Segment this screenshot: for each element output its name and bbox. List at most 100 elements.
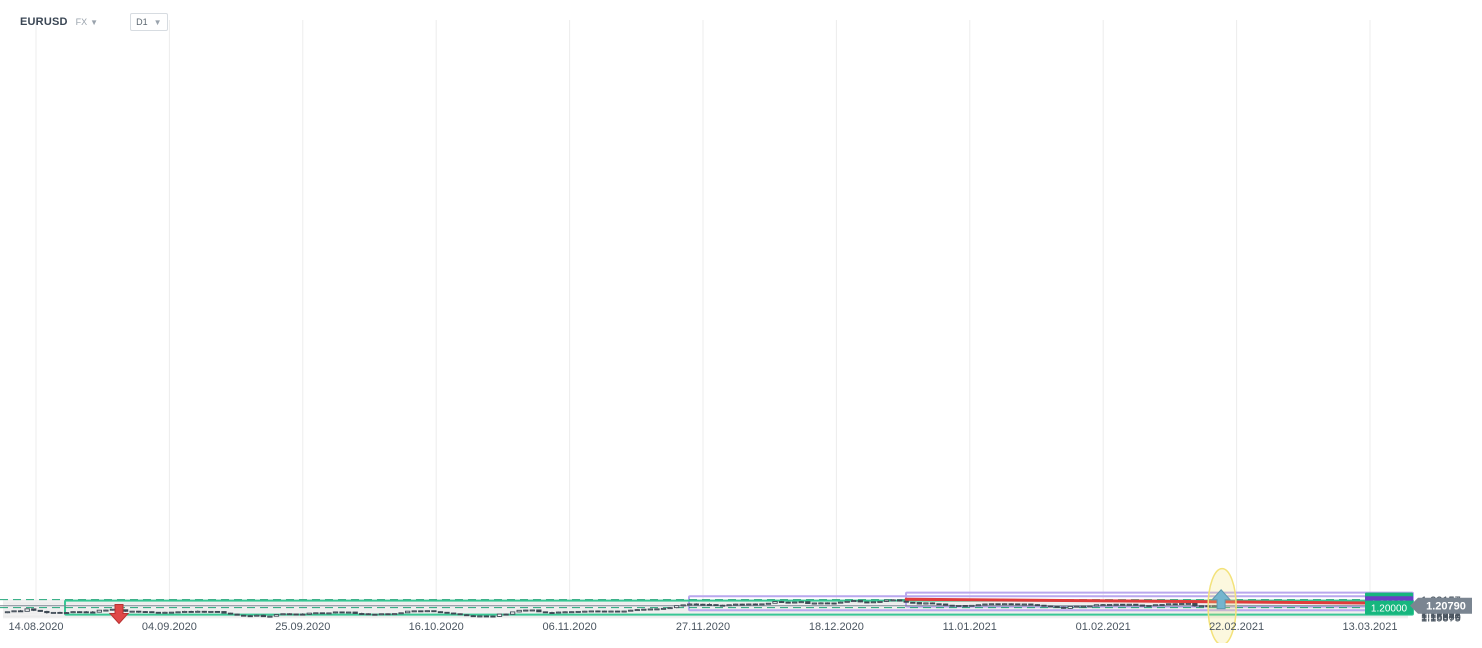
candle-body (496, 613, 503, 617)
candle-body (837, 601, 844, 604)
candle-body (555, 611, 562, 614)
candle-body (1061, 606, 1067, 609)
candle-body (365, 613, 371, 616)
candle-body (1074, 605, 1080, 608)
candle-body (949, 604, 955, 607)
candle-body (693, 603, 699, 606)
candle-body (824, 602, 831, 605)
candle-body (975, 604, 982, 607)
candle-body (719, 604, 726, 607)
candle-body (293, 613, 299, 616)
candle-body (195, 610, 201, 613)
candle-body (641, 608, 647, 611)
candle-body (437, 611, 444, 614)
candle-body (57, 611, 63, 614)
market-selector[interactable]: FX ▼ (76, 17, 98, 27)
candle-body (516, 609, 522, 613)
y-tick-label: 1.16360 (1421, 612, 1461, 624)
candle-body (1126, 603, 1132, 606)
x-tick-label: 01.02.2021 (1076, 621, 1131, 633)
candle-body (96, 609, 102, 613)
candle-body (621, 610, 627, 613)
candle-body (870, 601, 877, 604)
candle-body (313, 612, 319, 615)
chart-toolbar: EURUSD FX ▼ D1 ▼ (0, 0, 400, 44)
candle-body (929, 602, 936, 605)
candle-body (831, 602, 837, 605)
candle-body (273, 614, 280, 617)
candle-body (1080, 605, 1086, 608)
x-tick-label: 13.03.2021 (1342, 621, 1397, 633)
axes: 1.231571.226711.221861.217001.212151.202… (8, 592, 1472, 633)
candle-body (1034, 604, 1041, 607)
candle-body (247, 615, 253, 618)
candle-body (733, 603, 739, 606)
candle-body (1113, 603, 1119, 606)
candle-body (1185, 602, 1191, 605)
candle-body (910, 601, 916, 604)
x-tick-label: 04.09.2020 (142, 621, 197, 633)
symbol-label[interactable]: EURUSD (20, 16, 68, 28)
candle-body (181, 610, 188, 613)
candle-body (1179, 603, 1185, 605)
candle-body (109, 608, 116, 611)
candle-body (778, 601, 785, 604)
candle-body (739, 603, 745, 606)
candle-body (1015, 603, 1021, 606)
candle-body (490, 615, 496, 618)
candle-body (1146, 605, 1152, 607)
candle-body (1192, 602, 1198, 607)
candle-body (31, 608, 37, 611)
candle-body (221, 611, 227, 614)
candle-body (798, 601, 804, 604)
candle-body (168, 611, 175, 614)
candle-body (1054, 605, 1060, 608)
candle-body (241, 614, 247, 617)
timeframe-dropdown[interactable]: D1 ▼ (130, 13, 168, 31)
candle-body (431, 610, 437, 613)
candle-body (857, 600, 863, 603)
candle-body (575, 610, 581, 613)
candle-body (162, 611, 168, 614)
candle-body (188, 610, 194, 613)
x-tick-label: 06.11.2020 (542, 621, 596, 633)
down-arrow-icon (108, 604, 130, 625)
candle-body (227, 612, 234, 615)
candle-body (63, 612, 70, 614)
candle-body (300, 613, 306, 616)
candle-body (17, 610, 24, 613)
up-arrow-icon (1210, 589, 1232, 610)
candle-body (11, 610, 17, 613)
candle-body (457, 613, 463, 616)
candle-body (988, 603, 995, 606)
candle-body (726, 604, 732, 607)
candle-body (70, 611, 76, 614)
candle-body (713, 604, 719, 607)
candle-body (673, 605, 680, 609)
candle-body (83, 611, 89, 614)
candle-body (260, 614, 266, 618)
candle-body (234, 613, 240, 616)
x-tick-label: 16.10.2020 (409, 621, 464, 633)
candle-body (103, 609, 109, 612)
candle-body (746, 603, 752, 606)
candle-body (201, 610, 207, 613)
candle-body (700, 603, 706, 606)
candle-body (470, 615, 476, 618)
level-badge-text: 1.20000 (1371, 604, 1408, 615)
candle-body (903, 600, 909, 603)
candle-body (24, 608, 30, 612)
candle-body (995, 603, 1001, 606)
candle-body (1198, 605, 1205, 608)
x-tick-label: 25.09.2020 (275, 621, 330, 633)
candle-body (326, 612, 332, 615)
candle-body (759, 603, 765, 606)
candle-body (444, 611, 450, 614)
candle-body (569, 611, 575, 614)
candle-body (155, 611, 162, 614)
candle-body (601, 610, 608, 613)
candle-body (956, 605, 962, 607)
timeframe-label: D1 (136, 17, 148, 27)
